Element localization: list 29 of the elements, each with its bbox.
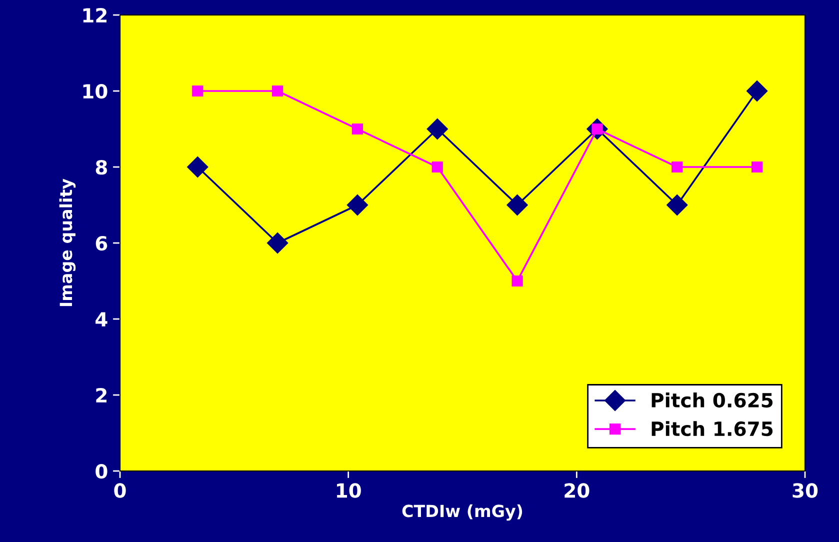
x-tick-label: 30	[792, 483, 818, 498]
point	[666, 194, 688, 216]
point	[352, 123, 364, 135]
point	[432, 161, 443, 173]
legend-label: Pitch 0.625	[652, 392, 773, 408]
y-tick-label: 12	[83, 8, 107, 22]
legend-label: Pitch 1.675	[652, 421, 773, 436]
point	[346, 194, 368, 216]
point	[426, 118, 448, 140]
y-tick-label: 6	[96, 236, 108, 251]
point	[272, 85, 284, 97]
x-tick-label: 10	[337, 483, 361, 498]
x-tick-label: 20	[564, 483, 590, 498]
point	[751, 161, 763, 173]
x-tick-label: 0	[114, 483, 126, 498]
point	[187, 156, 208, 178]
y-axis-title: Image quality	[59, 178, 76, 306]
point	[267, 232, 288, 254]
y-tick-label: 0	[96, 464, 108, 479]
point	[512, 275, 523, 287]
point	[672, 161, 683, 173]
y-tick-label: 10	[83, 84, 108, 99]
point	[746, 80, 768, 102]
point	[192, 85, 204, 97]
y-tick-label: 8	[96, 160, 107, 175]
x-axis-title: CTDIw (mGy)	[402, 504, 522, 521]
y-tick-label: 2	[96, 388, 107, 402]
y-tick-label: 4	[96, 312, 108, 326]
point	[506, 194, 528, 216]
